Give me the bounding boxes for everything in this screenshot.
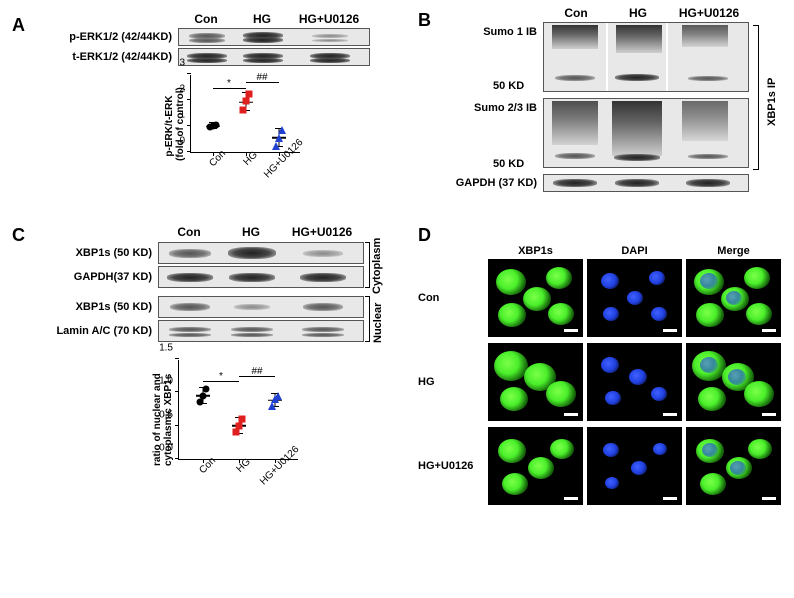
nuc-bracket	[365, 296, 370, 342]
panel-b-headers: Con HG HG+U0126	[545, 6, 749, 20]
point	[275, 134, 283, 142]
row-hgu: HG+U0126	[418, 460, 488, 472]
point	[246, 90, 253, 97]
panel-a-label: A	[12, 15, 25, 36]
img-hgu-dapi	[587, 427, 682, 505]
lamin-label: Lamin A/C (70 KD)	[40, 325, 158, 337]
terk-label: t-ERK1/2 (42/44KD)	[40, 51, 178, 63]
point	[240, 107, 247, 114]
point	[239, 416, 246, 423]
blot-lamin: Lamin A/C (70 KD)	[40, 320, 364, 342]
ip-bracket	[753, 25, 759, 170]
xa-con: Con	[205, 146, 229, 170]
colc-con: Con	[158, 225, 220, 239]
img-hgu-merge	[686, 427, 781, 505]
blot-gapdh-c: GAPDH(37 KD)	[40, 266, 364, 288]
ch-dapi: DAPI	[587, 245, 682, 257]
col-hg: HG	[234, 12, 290, 26]
sig-hash-c: ##	[251, 366, 262, 377]
fluoro-con: Con	[418, 259, 785, 337]
nuc-label: Nuclear	[372, 293, 384, 343]
img-hg-dapi	[587, 343, 682, 421]
img-hg-xbp1s	[488, 343, 583, 421]
point	[203, 386, 210, 393]
row-hg: HG	[418, 376, 488, 388]
ytick-0: 0	[179, 136, 191, 147]
img-con-xbp1s	[488, 259, 583, 337]
point	[274, 392, 282, 400]
gapdh-c-label: GAPDH(37 KD)	[40, 271, 158, 283]
perk-label: p-ERK1/2 (42/44KD)	[40, 31, 178, 43]
gapdhb-label: GAPDH (37 KD)	[448, 177, 543, 189]
panel-c-blots: XBP1s (50 KD) GAPDH(37 KD) XBP1s (50 KD)…	[40, 242, 364, 344]
panel-c-chart: ratio of nuclear andcytoplasmic XBP1s 0.…	[178, 360, 298, 460]
fluoro-hg: HG	[418, 343, 785, 421]
panel-d-label: D	[418, 225, 431, 246]
colb-hgu: HG+U0126	[669, 6, 749, 20]
ip-label: XBP1s IP	[766, 66, 778, 126]
ytick-1: 1	[179, 110, 191, 121]
fluoro-headers: XBP1s DAPI Merge	[418, 245, 785, 257]
point	[200, 392, 207, 399]
ytc3: 1.5	[159, 343, 179, 354]
panel-b-label: B	[418, 10, 431, 31]
cyto-bracket	[365, 242, 370, 288]
panel-a-blots: p-ERK1/2 (42/44KD) t-ERK1/2 (42/44KD)	[40, 28, 370, 68]
fluoro-grid: XBP1s DAPI Merge Con	[418, 245, 785, 511]
panel-b-blots: Sumo 1 IB 50 KD Sumo 2/3 IB	[448, 22, 749, 194]
ch-merge: Merge	[686, 245, 781, 257]
img-con-merge	[686, 259, 781, 337]
img-con-dapi	[587, 259, 682, 337]
xc-hg: HG	[232, 454, 253, 475]
fluoro-hgu: HG+U0126	[418, 427, 785, 505]
ch-xbp1s: XBP1s	[488, 245, 583, 257]
point	[272, 142, 280, 150]
panel-a-headers: Con HG HG+U0126	[178, 12, 368, 26]
cyto-label: Cytoplasm	[371, 234, 383, 294]
img-hg-merge	[686, 343, 781, 421]
xbp1s-cyto-label: XBP1s (50 KD)	[40, 247, 158, 259]
ytick-2: 2	[179, 84, 191, 95]
colc-hgu: HG+U0126	[282, 225, 362, 239]
blot-xbp1s-nuc: XBP1s (50 KD)	[40, 296, 364, 318]
blot-gapdh-b: GAPDH (37 KD)	[448, 174, 749, 192]
col-hgu: HG+U0126	[290, 12, 368, 26]
sig-star-c: *	[219, 371, 223, 382]
blot-terk: t-ERK1/2 (42/44KD)	[40, 48, 370, 66]
point	[236, 422, 243, 429]
colb-con: Con	[545, 6, 607, 20]
colc-hg: HG	[220, 225, 282, 239]
blot-xbp1s-cyto: XBP1s (50 KD)	[40, 242, 364, 264]
point	[243, 98, 250, 105]
row-con: Con	[418, 292, 488, 304]
xc-hgu: HG+U0126	[255, 441, 301, 487]
sumo23-size: 50 KD	[493, 158, 524, 170]
xbp1s-nuc-label: XBP1s (50 KD)	[40, 301, 158, 313]
sig-hash: ##	[256, 72, 267, 83]
panel-c-headers: Con HG HG+U0126	[158, 225, 362, 239]
point	[197, 399, 204, 406]
img-hgu-xbp1s	[488, 427, 583, 505]
point	[213, 121, 220, 128]
chart-a-ytitle: p-ERK/t-ERK(fold of control)	[164, 91, 186, 161]
panel-c-label: C	[12, 225, 25, 246]
blot-perk: p-ERK1/2 (42/44KD)	[40, 28, 370, 46]
sig-star: *	[227, 78, 231, 89]
ytick-3: 3	[179, 58, 191, 69]
xc-con: Con	[195, 453, 219, 477]
sumo1-size: 50 KD	[493, 80, 524, 92]
colb-hg: HG	[607, 6, 669, 20]
ytc2: 1.0	[159, 376, 179, 387]
sumo23-label: Sumo 2/3 IB	[448, 98, 543, 114]
sumo1-label: Sumo 1 IB	[448, 22, 543, 38]
point	[233, 429, 240, 436]
ytc0: 0.0	[159, 443, 179, 454]
ytc1: 0.5	[159, 409, 179, 420]
xa-hg: HG	[239, 147, 260, 168]
col-con: Con	[178, 12, 234, 26]
point	[278, 126, 286, 134]
panel-a-chart: p-ERK/t-ERK(fold of control) 0 1 2 3 Con…	[190, 75, 300, 153]
